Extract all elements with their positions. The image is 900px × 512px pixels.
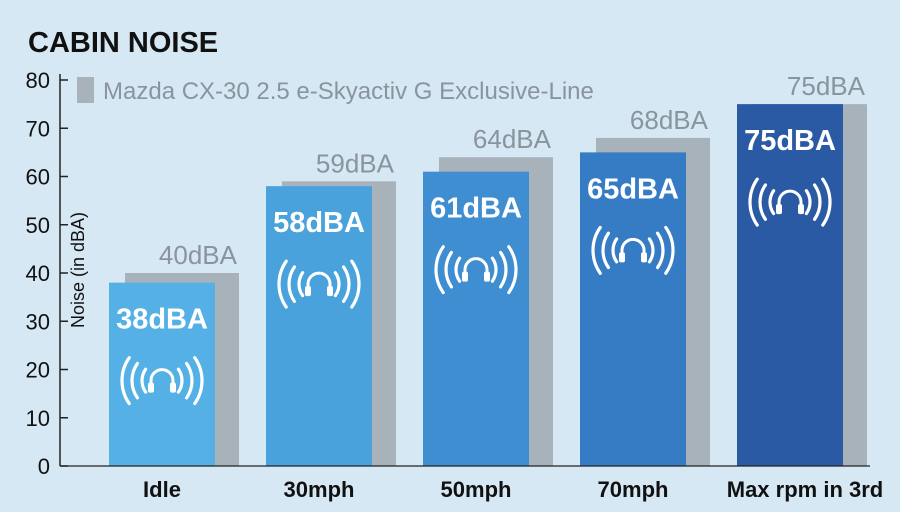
y-tick-label: 50: [26, 213, 50, 238]
comparison-bar-label: 75dBA: [787, 71, 866, 101]
y-tick-label: 80: [26, 68, 50, 93]
y-tick-label: 10: [26, 406, 50, 431]
comparison-bar-label: 64dBA: [473, 124, 552, 154]
y-tick-label: 0: [38, 454, 50, 479]
x-tick-label: 70mph: [598, 477, 669, 502]
legend-swatch: [77, 77, 94, 103]
y-tick-label: 20: [26, 358, 50, 383]
legend: Mazda CX-30 2.5 e-Skyactiv G Exclusive-L…: [77, 77, 594, 105]
comparison-bar-label: 68dBA: [630, 105, 709, 135]
x-tick-label: 30mph: [284, 477, 355, 502]
main-bar: [580, 152, 686, 466]
x-tick-label: Max rpm in 3rd: [727, 477, 883, 502]
headphones-sound-icon: [277, 259, 361, 309]
bars: 40dBA 38dBA 59dBA 58dBA 64dBA 61dBA 68dBA 65dBA…: [109, 71, 867, 467]
main-bar: [737, 104, 843, 466]
main-bar-label: 58dBA: [273, 207, 365, 239]
headphones-sound-icon: [120, 356, 204, 406]
y-axis: 0 10 20 30 40 50 60 70 80: [26, 68, 68, 479]
main-bar: [266, 186, 372, 466]
y-tick-label: 70: [26, 116, 50, 141]
comparison-bar-label: 59dBA: [316, 148, 395, 178]
chart-title: CABIN NOISE: [28, 27, 218, 59]
main-bar-label: 65dBA: [587, 173, 679, 205]
y-tick-label: 30: [26, 309, 50, 334]
main-bar: [423, 171, 529, 467]
x-axis: Idle 30mph 50mph 70mph Max rpm in 3rd: [60, 465, 883, 502]
comparison-bar-label: 40dBA: [159, 240, 238, 270]
legend-label: Mazda CX-30 2.5 e-Skyactiv G Exclusive-L…: [103, 78, 594, 105]
main-bar-label: 61dBA: [430, 193, 522, 225]
x-tick-label: 50mph: [441, 477, 512, 502]
headphones-sound-icon: [434, 245, 518, 295]
x-tick-label: Idle: [143, 477, 181, 502]
headphones-sound-icon: [748, 177, 832, 227]
y-tick-label: 40: [26, 261, 50, 286]
y-tick-label: 60: [26, 165, 50, 190]
main-bar-label: 38dBA: [116, 304, 208, 336]
main-bar: [109, 282, 215, 466]
headphones-sound-icon: [591, 225, 675, 275]
y-axis-label: Noise (in dBA): [68, 212, 88, 328]
main-bar-label: 75dBA: [744, 125, 836, 157]
